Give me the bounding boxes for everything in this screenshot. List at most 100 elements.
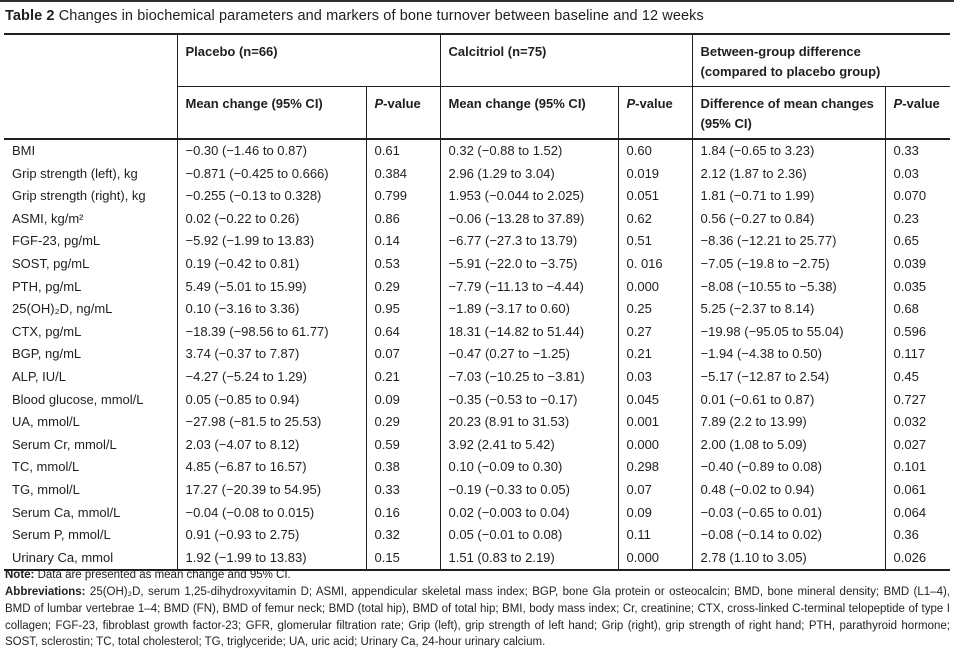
pvalue-rest: -value xyxy=(383,96,421,111)
table-cell: 0.045 xyxy=(617,388,693,412)
table-cell: 0.32 (−0.88 to 1.52) xyxy=(439,139,618,163)
table-cell: −27.98 (−81.5 to 25.53) xyxy=(176,411,366,434)
table-cell: 0.38 xyxy=(365,456,440,479)
subheader-mean-change-calcitriol: Mean change (95% CI) xyxy=(439,86,618,140)
table-row: ASMI, kg/m² 0.02 (−0.22 to 0.26) 0.86 −0.06… xyxy=(4,207,951,231)
table-cell: 0.68 xyxy=(884,298,951,321)
table-cell: 0.14 xyxy=(365,230,440,253)
table-cell: −0.19 (−0.33 to 0.05) xyxy=(439,478,618,502)
table-cell: −5.91 (−22.0 to −3.75) xyxy=(439,252,618,276)
table-cell: 2.12 (1.87 to 2.36) xyxy=(691,162,886,186)
table-cell: 0.15 xyxy=(365,546,440,571)
row-label: Blood glucose, mmol/L xyxy=(12,391,144,407)
table-cell: 1.81 (−0.71 to 1.99) xyxy=(691,185,886,208)
table-row: Blood glucose, mmol/L 0.05 (−0.85 to 0.94… xyxy=(4,388,951,412)
abbreviations-line: Abbreviations: 25(OH)₂D, serum 1,25-dihy… xyxy=(5,584,950,651)
table-row: PTH, pg/mL 5.49 (−5.01 to 15.99) 0.29 −7.79… xyxy=(4,275,951,299)
table-cell: −0.08 (−0.14 to 0.02) xyxy=(691,524,886,547)
table-cell: 17.27 (−20.39 to 54.95) xyxy=(176,478,366,502)
table-cell: 0.56 (−0.27 to 0.84) xyxy=(691,207,886,231)
note-line: Note: Data are presented as mean change … xyxy=(5,567,950,583)
table-cell: 0.000 xyxy=(617,433,693,457)
table-cell: −0.871 (−0.425 to 0.666) xyxy=(176,162,366,186)
row-label: Grip strength (left), kg xyxy=(12,165,138,181)
table-cell: 0.727 xyxy=(884,388,951,412)
table-cell: 0.48 (−0.02 to 0.94) xyxy=(691,478,886,502)
table-cell: −0.03 (−0.65 to 0.01) xyxy=(691,501,886,525)
subheader-pvalue-calcitriol: P-value xyxy=(617,86,693,140)
row-label: Serum P, mmol/L xyxy=(12,527,111,543)
column-group-difference-line2: (compared to placebo group) xyxy=(700,64,881,79)
table-cell: −7.03 (−10.25 to −3.81) xyxy=(439,365,618,389)
table-cell: 0.001 xyxy=(617,411,693,434)
table-row: Urinary Ca, mmol 1.92 (−1.99 to 13.83) 0.1… xyxy=(4,546,951,571)
table-cell: 0.05 (−0.85 to 0.94) xyxy=(176,388,366,412)
row-label: Urinary Ca, mmol xyxy=(12,549,114,565)
table-cell: 0.03 xyxy=(617,365,693,389)
table-row: SOST, pg/mL 0.19 (−0.42 to 0.81) 0.53 −5.91… xyxy=(4,252,951,276)
table-cell: 0.29 xyxy=(365,275,440,299)
table-row: ALP, IU/L −4.27 (−5.24 to 1.29) 0.21 −7.03 … xyxy=(4,365,951,389)
table-row: Serum P, mmol/L 0.91 (−0.93 to 2.75) 0.32 0… xyxy=(4,524,951,547)
table-cell: −0.47 (0.27 to −1.25) xyxy=(439,343,618,366)
table-cell: 0.64 xyxy=(365,320,440,344)
table-cell: 20.23 (8.91 to 31.53) xyxy=(439,411,618,434)
table-row: TC, mmol/L 4.85 (−6.87 to 16.57) 0.38 0.10 … xyxy=(4,456,951,479)
table-cell: 0.21 xyxy=(617,343,693,366)
table-cell: 0.384 xyxy=(365,162,440,186)
row-label: Grip strength (right), kg xyxy=(12,188,146,204)
table-cell: 0.10 (−0.09 to 0.30) xyxy=(439,456,618,479)
subheader-pvalue-difference: P-value xyxy=(884,86,951,140)
row-label: BMI xyxy=(12,143,36,158)
table-row: Grip strength (left), kg −0.871 (−0.425 t… xyxy=(4,162,951,186)
table-cell: −8.08 (−10.55 to −5.38) xyxy=(691,275,886,299)
table-cell: 0.62 xyxy=(617,207,693,231)
table-cell: 0.33 xyxy=(365,478,440,502)
table-cell: 0.11 xyxy=(617,524,693,547)
table-cell: 0.064 xyxy=(884,501,951,525)
table-cell: −0.40 (−0.89 to 0.08) xyxy=(691,456,886,479)
table-cell: 0.60 xyxy=(617,139,693,163)
table-cell: −6.77 (−27.3 to 13.79) xyxy=(439,230,618,253)
table-cell: 0.25 xyxy=(617,298,693,321)
table-cell: 0.298 xyxy=(617,456,693,479)
table-cell: 18.31 (−14.82 to 51.44) xyxy=(439,320,618,344)
table-cell: 3.74 (−0.37 to 7.87) xyxy=(176,343,366,366)
column-group-difference-line1: Between-group difference xyxy=(700,44,861,59)
row-label: Serum Cr, mmol/L xyxy=(12,436,117,452)
table-cell: 0.032 xyxy=(884,411,951,434)
table-cell: 0.36 xyxy=(884,524,951,547)
table-cell: −4.27 (−5.24 to 1.29) xyxy=(176,365,366,389)
table-cell: 0.16 xyxy=(365,501,440,525)
table-cell: 0.799 xyxy=(365,185,440,208)
table-cell: 0.23 xyxy=(884,207,951,231)
row-label: BGP, ng/mL xyxy=(12,346,82,362)
table-cell: 0.51 xyxy=(617,230,693,253)
table-cell: 2.00 (1.08 to 5.09) xyxy=(691,433,886,457)
row-label: SOST, pg/mL xyxy=(12,255,90,271)
table-cell: 2.78 (1.10 to 3.05) xyxy=(691,546,886,571)
table-cell: 0.01 (−0.61 to 0.87) xyxy=(691,388,886,412)
table-cell: 7.89 (2.2 to 13.99) xyxy=(691,411,886,434)
table-cell: 0.026 xyxy=(884,546,951,571)
row-label: CTX, pg/mL xyxy=(12,323,82,339)
table-cell: 0.95 xyxy=(365,298,440,321)
table-cell: 0.86 xyxy=(365,207,440,231)
table-cell: 0.000 xyxy=(617,275,693,299)
table-cell: 0.19 (−0.42 to 0.81) xyxy=(176,252,366,276)
table-body: BMI −0.30 (−1.46 to 0.87) 0.61 0.32 (−0.88 … xyxy=(4,139,951,571)
table-cell: −5.92 (−1.99 to 13.83) xyxy=(176,230,366,253)
row-label: PTH, pg/mL xyxy=(12,278,82,294)
table-cell: 0.061 xyxy=(884,478,951,502)
pvalue-italic: P xyxy=(893,96,903,111)
table-cell: 0.070 xyxy=(884,185,951,208)
pvalue-italic: P xyxy=(626,96,636,111)
table-cell: −0.06 (−13.28 to 37.89) xyxy=(439,207,618,231)
table-cell: 0.039 xyxy=(884,252,951,276)
abbreviations-text: 25(OH)₂D, serum 1,25-dihydroxyvitamin D;… xyxy=(5,586,950,649)
subheader-mean-change-placebo: Mean change (95% CI) xyxy=(176,86,366,140)
table-cell: 0.03 xyxy=(884,162,951,186)
table-cell: 1.84 (−0.65 to 3.23) xyxy=(691,139,886,163)
table-row: CTX, pg/mL −18.39 (−98.56 to 61.77) 0.64 18… xyxy=(4,320,951,344)
